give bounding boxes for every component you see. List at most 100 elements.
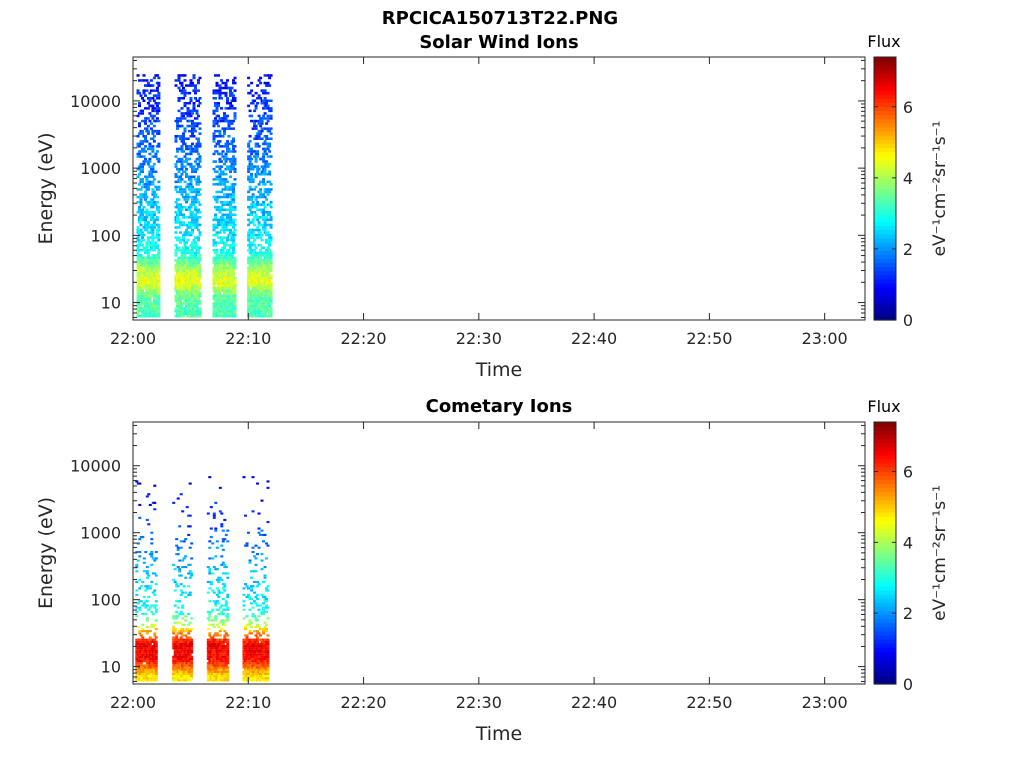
heatmap-cell [259,81,263,85]
heatmap-cell [218,621,222,624]
heatmap-cell [139,223,143,227]
heatmap-cell [229,246,232,249]
heatmap-cell [189,79,193,82]
heatmap-cell [197,238,200,242]
heatmap-cell [221,213,225,216]
heatmap-cell [188,249,191,252]
heatmap-cell [260,233,264,237]
heatmap-cell [154,636,158,639]
heatmap-cell [183,94,187,97]
heatmap-cell [179,185,182,189]
heatmap-cell [148,297,152,300]
heatmap-cell [253,155,257,158]
heatmap-cell [257,129,261,133]
heatmap-cell [152,162,156,166]
heatmap-cell [182,97,185,100]
heatmap-cell [226,195,229,199]
heatmap-cell [154,647,158,650]
heatmap-cell [188,157,191,161]
heatmap-cell [263,533,267,536]
heatmap-cell [269,274,273,277]
heatmap-cell [247,195,251,199]
heatmap-cell [197,289,200,293]
colorbar-segment [874,659,896,665]
heatmap-cell [227,314,231,318]
heatmap-cell [138,91,141,95]
heatmap-cell [223,228,226,232]
heatmap-cell [180,167,184,171]
heatmap-cell [266,165,270,168]
heatmap-cell [215,587,219,590]
heatmap-cell [148,152,152,156]
heatmap-cell [266,117,270,120]
heatmap-cell [136,542,140,545]
heatmap-cell [218,668,222,671]
heatmap-cell [177,76,181,80]
heatmap-cell [139,162,143,166]
heatmap-cell [215,178,219,181]
heatmap-cell [190,655,194,658]
heatmap-cell [257,79,261,82]
heatmap-cell [157,289,161,293]
heatmap-cell [266,188,270,191]
heatmap-cell [226,180,229,184]
heatmap-cell [182,221,185,224]
heatmap-cell [250,81,254,85]
heatmap-cell [227,167,231,171]
heatmap-cell [181,604,185,607]
heatmap-cell [138,271,141,275]
colorbar-segment [874,671,896,677]
heatmap-cell [185,200,188,204]
heatmap-cell [218,175,222,178]
heatmap-cell [172,615,176,618]
heatmap-cell [150,531,154,534]
heatmap-cell [192,276,196,280]
heatmap-cell [185,152,188,156]
heatmap-cell [232,231,235,234]
heatmap-cell [138,516,142,519]
heatmap-cell [254,160,258,163]
heatmap-cell [182,287,185,290]
heatmap-cell [248,140,252,143]
heatmap-cell [260,297,264,300]
heatmap-cell [180,208,184,211]
heatmap-cell [214,241,217,244]
heatmap-cell [262,668,265,671]
heatmap-cell [256,226,260,229]
heatmap-cell [180,147,184,151]
heatmap-cell [142,195,146,199]
heatmap-cell [182,236,185,239]
heatmap-cell [180,112,184,115]
heatmap-cell [151,145,155,148]
heatmap-cell [226,540,230,543]
heatmap-cell [211,608,215,611]
heatmap-cell [185,299,188,303]
heatmap-cell [141,213,144,216]
x-tick-label: 22:40 [571,329,617,348]
heatmap-cell [174,249,178,252]
heatmap-cell [245,544,249,547]
heatmap-cell [142,79,146,82]
heatmap-cell [260,251,264,255]
heatmap-cell [226,266,229,270]
heatmap-cell [182,114,185,118]
heatmap-cell [152,221,156,224]
heatmap-cell [157,157,161,161]
heatmap-cell [254,228,258,232]
heatmap-cell [136,246,140,249]
heatmap-cell [157,97,161,100]
heatmap-cell [253,679,256,682]
heatmap-cell [233,162,237,166]
heatmap-cell [251,613,255,616]
heatmap-cell [263,251,267,255]
heatmap-cell [148,91,152,95]
heatmap-cell [151,150,155,153]
heatmap-cell [214,615,218,618]
heatmap-cell [198,132,202,135]
heatmap-cell [250,114,254,118]
heatmap-cell [191,147,194,151]
heatmap-cell [174,180,178,184]
heatmap-cell [220,591,224,594]
heatmap-cell [180,165,184,168]
heatmap-cell [195,244,199,247]
